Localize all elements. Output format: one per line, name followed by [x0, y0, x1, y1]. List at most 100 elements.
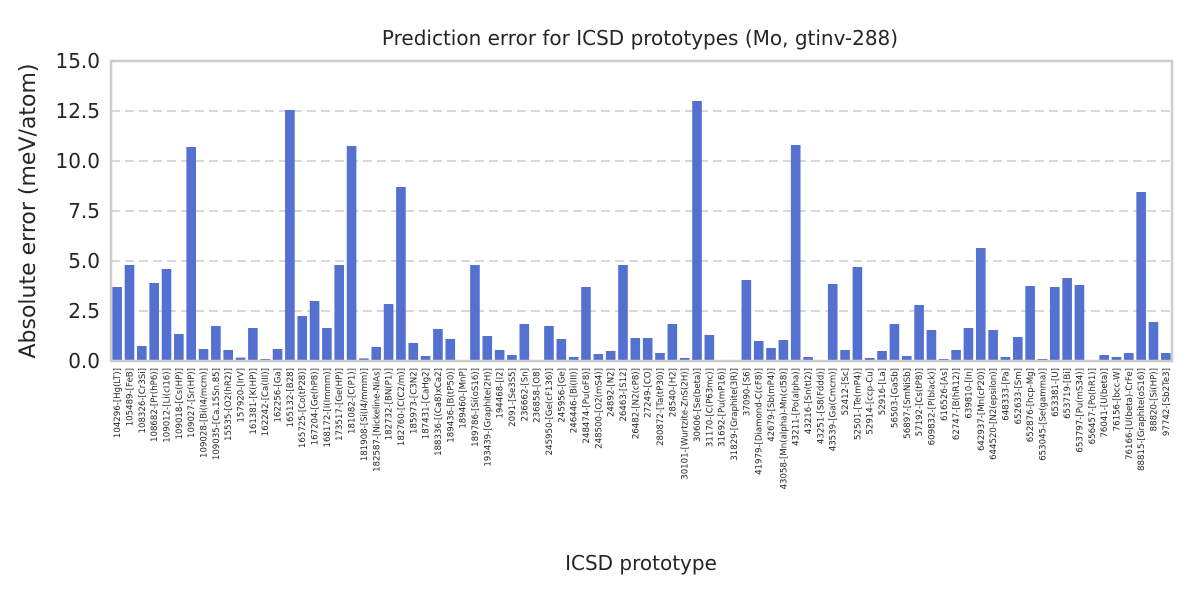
- x-tick-label: 648333-[Pa]: [1001, 368, 1011, 421]
- bar: [1000, 357, 1011, 361]
- bar: [285, 110, 295, 361]
- x-tick-label: 653719-[Bi]: [1063, 368, 1073, 419]
- x-tick-label: 653381-[U]: [1051, 368, 1061, 417]
- x-tick-label: 27249-[CO]: [644, 368, 654, 418]
- x-tick-label: 76041-[U(beta)]: [1100, 368, 1110, 438]
- x-tick-label: 43211-[Po(alpha)]: [792, 368, 802, 446]
- x-tick-label: 162242-[Ca(III)]: [261, 368, 271, 436]
- x-tick-label: 2091-[Se3S5]: [508, 368, 518, 427]
- bar: [383, 304, 394, 361]
- x-tick-label: 52501-[Te(mP4)]: [853, 368, 863, 440]
- bar: [901, 356, 912, 361]
- bar: [161, 269, 172, 361]
- x-tick-label: 42679-[Sb(mP4)]: [767, 368, 777, 442]
- x-tick-label: 165725-[Co(tP28)]: [298, 368, 308, 448]
- x-tick-label: 189460-[MnP]: [459, 368, 469, 429]
- x-tick-label: 182587-[Nickeline-NiAs]: [372, 368, 382, 472]
- bar: [914, 305, 924, 361]
- x-tick-label: 109028-[Bi(I4/mcm)]: [200, 368, 210, 458]
- bar: [864, 358, 875, 361]
- bar: [1161, 353, 1171, 361]
- x-tick-label: 245950-[Ge(cF136)]: [545, 368, 555, 455]
- y-tick-label: 10.0: [55, 149, 100, 173]
- bar: [445, 339, 456, 361]
- x-tick-label: 245956-[Ge]: [557, 368, 567, 423]
- bar: [371, 347, 382, 361]
- bar: [803, 357, 813, 361]
- x-tick-label: 653045-[Se(gamma)]: [1038, 368, 1048, 461]
- gridlines: [111, 110, 1172, 312]
- x-tick-label: 173517-[Ge(HP)]: [335, 368, 345, 441]
- x-tick-label: 188336-[(Ca8)xCa2]: [434, 368, 444, 456]
- x-tick-label: 109035-[Ca.15Sn.85]: [212, 368, 222, 460]
- bar: [988, 330, 998, 361]
- y-tick-label: 5.0: [68, 249, 100, 273]
- x-tick-label: 52412-[Sc]: [841, 368, 851, 415]
- x-tick-label: 639810-[In]: [964, 368, 974, 419]
- bar: [112, 287, 122, 361]
- x-tick-label: 248474-[Pu(oF8)]: [582, 368, 592, 443]
- bar: [494, 350, 505, 361]
- x-tick-label: 43539-[Ga(Cmcm)]: [829, 368, 839, 451]
- bar: [1099, 355, 1109, 361]
- x-tick-label: 236662-[Sn]: [520, 368, 530, 422]
- x-tick-label: 609832-[P(black)]: [927, 368, 937, 445]
- x-tick-label: 31170-[C(P63mc)]: [705, 368, 715, 447]
- x-tick-label: 26463-[S12]: [619, 368, 629, 422]
- x-tick-label: 30606-[Se(beta)]: [693, 368, 703, 442]
- x-tick-label: 167204-[Ge(hP8)]: [311, 368, 321, 445]
- x-tick-label: 57192-[Cs(tP8)]: [915, 368, 925, 436]
- x-tick-label: 97742-[Sb2Te3]: [1162, 368, 1172, 436]
- x-tick-label: 157920-[IrV]: [237, 368, 247, 423]
- bar: [297, 316, 308, 361]
- bar: [827, 284, 838, 361]
- x-tick-label: 88815-[Graphite(oS16)]: [1137, 368, 1147, 471]
- bar: [420, 356, 431, 361]
- bar: [482, 336, 493, 361]
- bar: [124, 265, 135, 361]
- y-tick-label: 0.0: [68, 349, 100, 373]
- x-tick-label: 28540-[H2]: [668, 368, 678, 417]
- bar: [396, 187, 406, 361]
- x-tick-label: 31692-[Pu(mP16)]: [718, 368, 728, 447]
- x-tick-label: 109027-[Sr(HP)]: [187, 368, 197, 438]
- x-tick-label: 187431-[CaHg2]: [422, 368, 432, 439]
- bar: [704, 335, 715, 361]
- x-tick-label: 652876-[hcp-Mg]: [1026, 368, 1036, 442]
- x-tick-label: 189786-[Si(oS16)]: [471, 368, 481, 447]
- bar: [519, 324, 530, 361]
- plot-frame: [109, 59, 1174, 363]
- bar: [1136, 192, 1146, 361]
- bar: [248, 328, 258, 361]
- bar: [1012, 337, 1023, 361]
- bar: [334, 265, 345, 361]
- bar: [1049, 287, 1060, 361]
- bar: [790, 145, 801, 361]
- x-tick-label: 642937-[Mn(cP20)]: [977, 368, 987, 451]
- x-tick-label: 236858-[O8]: [533, 368, 543, 423]
- chart-title: Prediction error for ICSD prototypes (Mo…: [382, 26, 898, 50]
- x-tick-label: 189436-[B(tP50)]: [446, 368, 456, 443]
- bar: [211, 326, 221, 361]
- x-tick-label: 656457-[Po(hR1)]: [1088, 368, 1098, 444]
- y-axis-label: Absolute error (meV/atom): [16, 64, 41, 359]
- bar: [408, 343, 419, 361]
- x-tick-label: 181082-[C(P1)]: [348, 368, 358, 434]
- x-tick-label: 246446-[Bi(III)]: [570, 368, 580, 433]
- bar: [692, 101, 702, 361]
- bar: [544, 326, 554, 361]
- bar: [840, 350, 850, 361]
- bar: [186, 147, 196, 361]
- x-tick-label: 248500-[O2(mS4)]: [594, 368, 604, 449]
- x-tick-labels: 104296-[Hg(LT)] 105489-[FeB] 108326-[Cr3Si…: [113, 368, 1172, 489]
- bar: [272, 349, 283, 361]
- y-tick-label: 12.5: [55, 99, 100, 123]
- x-tick-label: 62747-[B(hR12)]: [952, 368, 962, 440]
- x-tick-label: 43216-[Sn(tI2)]: [804, 368, 814, 434]
- bar: [618, 265, 628, 361]
- x-tick-label: 109018-[Cs(HP)]: [175, 368, 185, 439]
- y-tick-label: 15.0: [55, 49, 100, 73]
- x-tick-label: 108326-[Cr3Si]: [138, 368, 148, 433]
- bar: [975, 248, 986, 361]
